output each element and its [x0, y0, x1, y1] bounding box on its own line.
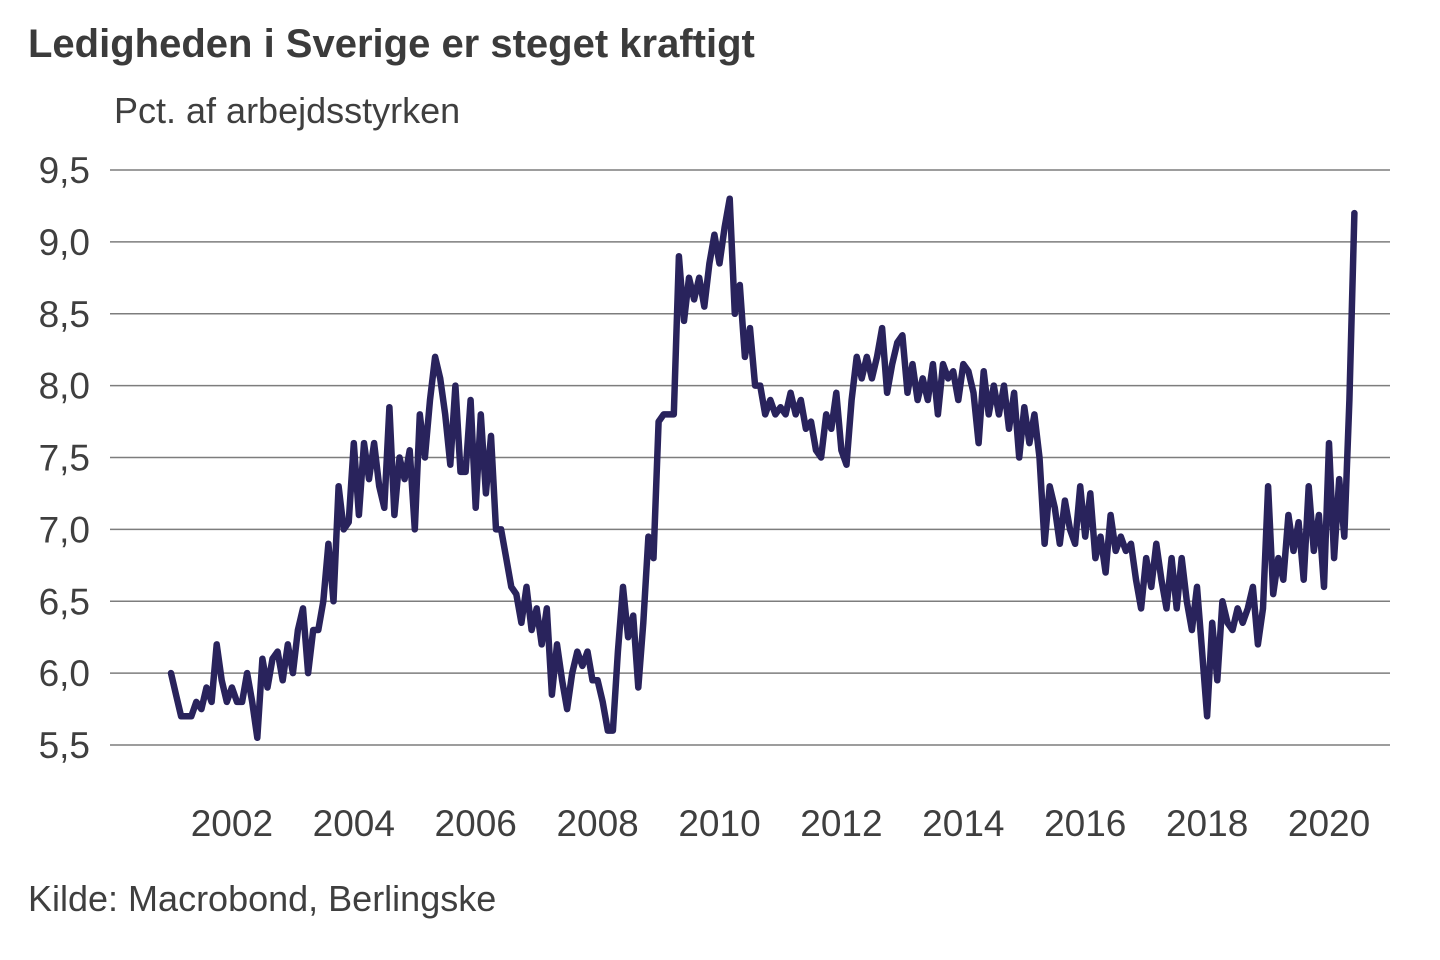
x-tick-label: 2010 [678, 803, 760, 844]
y-tick-label: 9,0 [39, 222, 90, 263]
x-axis-labels: 2002 2004 2006 2008 2010 2012 2014 2016 2018 2020 [191, 803, 1370, 844]
y-tick-label: 9,5 [39, 150, 90, 191]
chart-subtitle: Pct. af arbejdsstyrken [114, 90, 461, 131]
x-tick-label: 2004 [313, 803, 395, 844]
y-tick-label: 7,5 [39, 438, 90, 479]
y-tick-label: 8,5 [39, 294, 90, 335]
x-tick-label: 2016 [1044, 803, 1126, 844]
y-tick-label: 8,0 [39, 366, 90, 407]
x-tick-label: 2012 [800, 803, 882, 844]
gridlines [110, 169, 1390, 746]
x-tick-label: 2014 [922, 803, 1004, 844]
y-tick-label: 6,5 [39, 581, 90, 622]
x-tick-label: 2006 [435, 803, 517, 844]
x-tick-label: 2020 [1288, 803, 1370, 844]
source-caption: Kilde: Macrobond, Berlingske [28, 878, 497, 919]
x-tick-label: 2018 [1166, 803, 1248, 844]
y-tick-label: 5,5 [39, 725, 90, 766]
x-tick-label: 2002 [191, 803, 273, 844]
unemployment-rate-line [167, 195, 1358, 742]
y-tick-label: 6,0 [39, 653, 90, 694]
y-tick-label: 7,0 [39, 509, 90, 550]
unemployment-line-series [167, 195, 1358, 742]
chart-title: Ledigheden i Sverige er steget kraftigt [28, 22, 755, 66]
y-axis-labels: 9,5 9,0 8,5 8,0 7,5 7,0 6,5 6,0 5,5 [39, 150, 90, 766]
x-tick-label: 2008 [556, 803, 638, 844]
